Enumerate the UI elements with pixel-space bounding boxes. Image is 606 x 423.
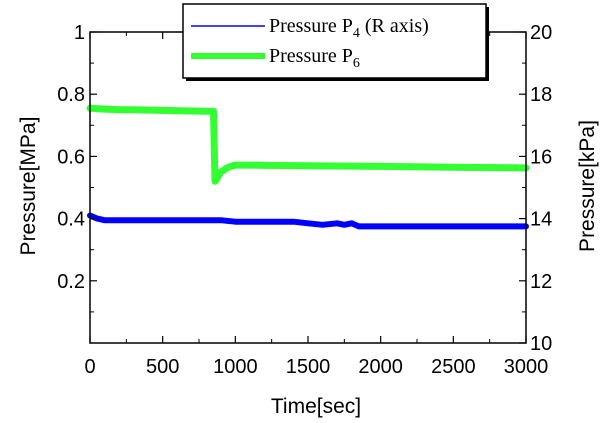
series-line-pressure-p4 bbox=[87, 212, 529, 230]
x-tick-label: 2000 bbox=[358, 356, 403, 378]
axis-layer: 0 500 1000 1500 2000 2500 3000 0.2 0.4 0.6 0.8 1 10 1… bbox=[57, 22, 552, 378]
y-right-tick-label: 10 bbox=[530, 333, 552, 355]
y-right-tick-label: 14 bbox=[530, 209, 552, 231]
legend-label-main: Pressure P bbox=[269, 15, 353, 37]
legend-label-subscript: 6 bbox=[353, 56, 360, 71]
x-tick-label: 500 bbox=[146, 356, 179, 378]
plot-area bbox=[90, 32, 526, 343]
y-axis-right-title: Pressure[kPa] bbox=[576, 120, 599, 252]
y-right-tick-label: 12 bbox=[530, 271, 552, 293]
x-tick-label: 2500 bbox=[431, 356, 476, 378]
y-left-tick-label: 1 bbox=[74, 22, 85, 44]
y-right-tick-label: 20 bbox=[530, 22, 552, 44]
series-line-pressure-p6 bbox=[86, 104, 530, 185]
legend-label-main: Pressure P bbox=[269, 45, 353, 67]
y-right-tick-label: 18 bbox=[530, 84, 552, 106]
plot-background bbox=[90, 32, 526, 343]
legend-label: Pressure P4 (R axis) bbox=[269, 15, 429, 41]
y-axis-left-title: Pressure[MPa] bbox=[17, 117, 40, 256]
legend-label-subscript: 4 bbox=[353, 26, 360, 41]
y-left-tick-label: 0.6 bbox=[57, 146, 85, 168]
x-tick-label: 1500 bbox=[286, 356, 331, 378]
y-left-tick-label: 0.4 bbox=[57, 209, 85, 231]
legend: Pressure P4 (R axis)Pressure P6 bbox=[182, 3, 489, 81]
legend-label-suffix: (R axis) bbox=[360, 15, 429, 37]
x-tick-label: 1000 bbox=[213, 356, 258, 378]
y-left-tick-label: 0.8 bbox=[57, 84, 85, 106]
x-tick-label: 0 bbox=[84, 356, 95, 378]
y-left-tick-label: 0.2 bbox=[57, 271, 85, 293]
legend-label: Pressure P6 bbox=[269, 45, 360, 71]
y-right-tick-label: 16 bbox=[530, 146, 552, 168]
legend-box bbox=[182, 3, 487, 79]
x-axis-title: Time[sec] bbox=[271, 395, 361, 418]
x-tick-label: 3000 bbox=[504, 356, 549, 378]
series-layer bbox=[86, 104, 530, 230]
